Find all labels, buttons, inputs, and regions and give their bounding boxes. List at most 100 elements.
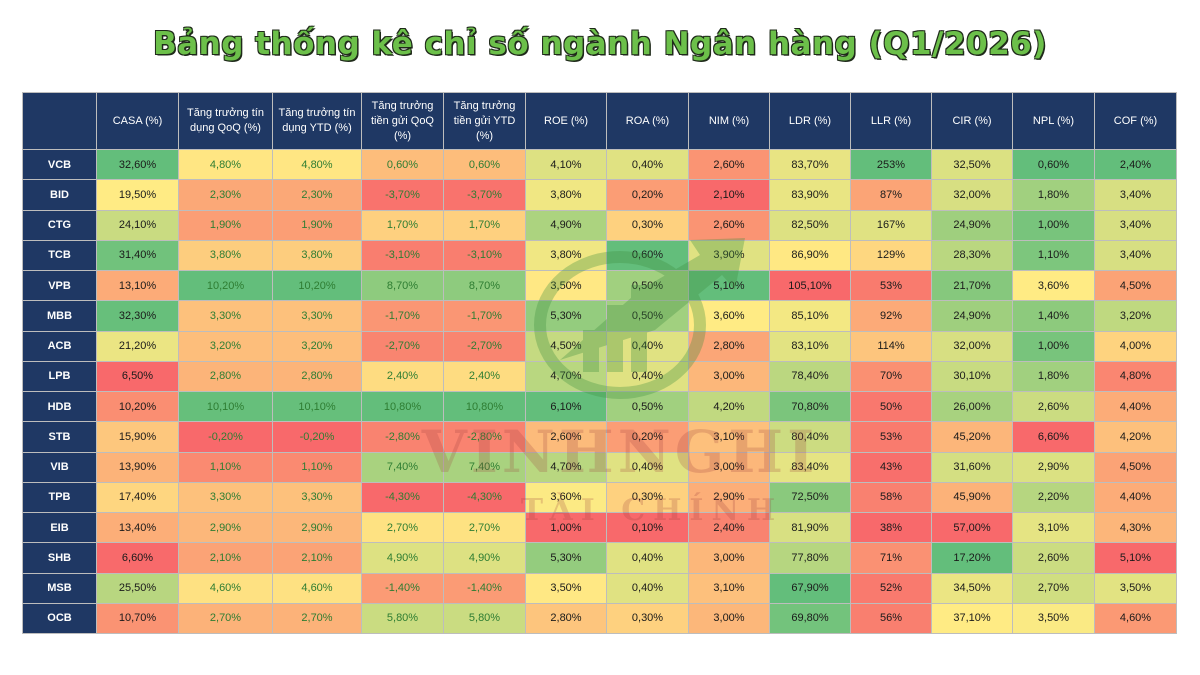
table-cell: 1,70% [443,209,526,241]
table-cell: 32,50% [931,148,1013,181]
table-cell: 3,80% [525,239,607,272]
table-cell: 15,90% [96,421,179,453]
table-cell: 1,00% [1012,209,1095,241]
table-cell: 253% [850,148,932,181]
table-cell: 2,40% [443,360,526,393]
table-cell: 3,80% [272,239,362,272]
table-cell: 2,80% [272,360,362,393]
table-cell: 1,10% [272,451,362,483]
table-cell: 2,40% [688,511,770,544]
column-header: Tăng trưởng tín dụng QoQ (%) [178,92,273,150]
table-cell: 70,80% [769,390,851,423]
table-cell: -2,80% [443,421,526,453]
table-cell: 5,80% [361,602,444,635]
table-cell: -0,20% [178,421,273,453]
table-cell: 3,80% [525,179,607,211]
column-header: COF (%) [1094,92,1177,150]
table-cell: 0,20% [606,179,689,211]
column-header: ROA (%) [606,92,689,150]
column-header: NIM (%) [688,92,770,150]
table-cell: 3,60% [688,300,770,332]
table-row: MBB 32,30% 3,30% 3,30% -1,70% -1,70% 5,30% 0,50… [22,300,1177,332]
table-cell: 4,50% [525,330,607,362]
table-cell: 10,10% [272,390,362,423]
table-cell: 58% [850,481,932,514]
table-cell: 1,90% [272,209,362,241]
table-cell: 2,90% [178,511,273,544]
table-cell: 4,80% [272,148,362,181]
table-cell: -1,70% [443,300,526,332]
table-cell: 6,60% [96,542,179,574]
bank-ticker: MSB [22,572,97,604]
table-cell: 3,00% [688,360,770,393]
table-cell: 72,50% [769,481,851,514]
table-cell: 86,90% [769,239,851,272]
table-cell: 2,60% [1012,390,1095,423]
table-cell: 5,30% [525,300,607,332]
table-cell: -1,40% [361,572,444,604]
table-cell: 30,10% [931,360,1013,393]
table-cell: 2,90% [688,481,770,514]
table-cell: 3,10% [688,572,770,604]
table-cell: 2,30% [272,179,362,211]
table-cell: 3,10% [1012,511,1095,544]
table-row: LPB 6,50% 2,80% 2,80% 2,40% 2,40% 4,70% 0,40% 3,… [22,360,1177,393]
table-cell: 4,90% [443,542,526,574]
table-cell: 3,50% [1094,572,1177,604]
table-cell: 10,80% [361,390,444,423]
table-cell: 34,50% [931,572,1013,604]
table-cell: 3,30% [178,300,273,332]
table-cell: 52% [850,572,932,604]
table-cell: 78,40% [769,360,851,393]
table-cell: 3,60% [525,481,607,514]
table-cell: 6,50% [96,360,179,393]
table-cell: 24,10% [96,209,179,241]
table-cell: 10,70% [96,602,179,635]
table-cell: 4,00% [1094,330,1177,362]
table-cell: -3,70% [443,179,526,211]
table-cell: 81,90% [769,511,851,544]
table-row: MSB 25,50% 4,60% 4,60% -1,40% -1,40% 3,50% 0,40… [22,572,1177,604]
table-cell: 4,60% [272,572,362,604]
table-cell: -4,30% [443,481,526,514]
table-cell: -0,20% [272,421,362,453]
table-cell: 10,10% [178,390,273,423]
table-cell: 3,40% [1094,239,1177,272]
table-cell: 2,10% [688,179,770,211]
table-cell: -2,70% [361,330,444,362]
table-cell: 4,90% [361,542,444,574]
table-row: VIB 13,90% 1,10% 1,10% 7,40% 7,40% 4,70% 0,40% 3… [22,451,1177,483]
table-cell: 0,60% [1012,148,1095,181]
table-cell: 2,10% [272,542,362,574]
table-row: BID 19,50% 2,30% 2,30% -3,70% -3,70% 3,80% 0,20… [22,179,1177,211]
table-cell: -3,10% [361,239,444,272]
table-row: HDB 10,20% 10,10% 10,10% 10,80% 10,80% 6,10% 0,… [22,390,1177,423]
table-row: VPB 13,10% 10,20% 10,20% 8,70% 8,70% 3,50% 0,50… [22,269,1177,302]
column-header: LDR (%) [769,92,851,150]
table-cell: 2,80% [525,602,607,635]
table-cell: 3,00% [688,542,770,574]
table-cell: 4,10% [525,148,607,181]
table-cell: 87% [850,179,932,211]
bank-ticker: ACB [22,330,97,362]
bank-ticker: HDB [22,390,97,423]
table-cell: -2,80% [361,421,444,453]
table-cell: 167% [850,209,932,241]
table-cell: 5,10% [1094,542,1177,574]
table-cell: 21,20% [96,330,179,362]
table-cell: 2,70% [443,511,526,544]
table-cell: 4,60% [1094,602,1177,635]
table-cell: 4,70% [525,451,607,483]
table-cell: 0,40% [606,360,689,393]
table-cell: 37,10% [931,602,1013,635]
table-cell: 32,60% [96,148,179,181]
table-cell: 28,30% [931,239,1013,272]
table-cell: 129% [850,239,932,272]
table-cell: 2,70% [272,602,362,635]
table-cell: 3,30% [272,300,362,332]
table-cell: 3,80% [178,239,273,272]
column-header: LLR (%) [850,92,932,150]
table-cell: 5,10% [688,269,770,302]
table-cell: 7,40% [361,451,444,483]
table-cell: 2,90% [272,511,362,544]
